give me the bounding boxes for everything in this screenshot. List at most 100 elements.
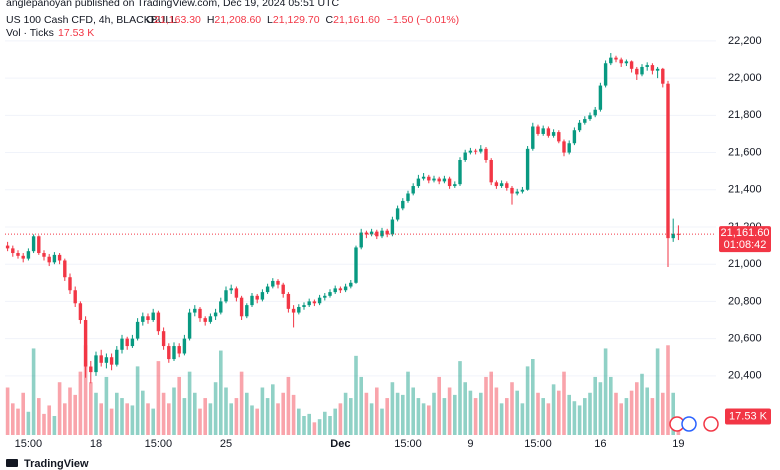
volume-bar [536,392,540,435]
candle-body [307,301,311,306]
candle-body [31,236,36,252]
volume-bar [546,403,551,435]
candle-body [645,65,649,67]
volume-bar [567,394,571,435]
candle-body [187,312,192,339]
candle-body [265,286,270,293]
legend-key: L [267,14,273,26]
candle-body [203,318,207,322]
volume-bar [208,403,213,435]
candle-body [421,176,426,179]
volume-bar [151,408,155,435]
volume-bar [203,398,207,435]
volume-bar [83,345,88,435]
volume-bar [577,405,582,435]
volume-bar [52,416,57,435]
volume-bar [588,392,592,435]
volume-bar [172,387,176,435]
candle-body [650,65,655,71]
candle-body [520,189,525,192]
candle-body [546,128,551,136]
volume-bar [359,376,363,435]
candle-body [676,233,681,235]
volume-bar [312,422,317,435]
volume-bar [598,382,603,435]
volume-bar [47,405,51,435]
x-tick-label: 25 [220,438,232,450]
legend-value: 21,208.60 [214,14,261,26]
volume-bar [255,408,259,435]
candle-body [224,290,228,302]
volume-bar [99,403,103,435]
grid [5,40,716,377]
volume-bar [21,392,25,435]
candle-body [525,148,530,190]
volume-bar [463,382,467,435]
volume-bar [401,394,405,435]
volume-bar [219,350,223,435]
candle-body [141,316,145,322]
candle-body [385,230,389,235]
volume-bar [291,394,296,435]
candle-body [338,288,343,291]
legend-key: C [326,14,334,26]
candle-body [629,61,634,69]
flag-icon [681,416,697,432]
candle-body [245,305,249,317]
volume-bar [31,348,36,435]
volume-bar [130,405,135,435]
volume-bar [406,371,410,435]
volume-bar [395,392,400,435]
candle-body [78,303,83,321]
candle-body [250,295,254,306]
volume-bar [614,392,618,435]
volume-bar [57,382,62,435]
candle-body [286,293,291,309]
candle-body [172,346,176,360]
candle-body [109,357,114,365]
candle-body [369,231,374,235]
volume-bar [442,398,447,435]
volume-bar [655,348,660,435]
candle-body [135,321,140,339]
candle-body [302,305,306,307]
candle-body [63,260,67,278]
volume-value: 17.53 K [58,27,94,39]
x-tick-label: 15:00 [394,438,422,450]
volume-bar [624,398,629,435]
candle-body [255,295,259,300]
volume-bar [505,398,509,435]
volume-bar [5,387,10,435]
candle-body [120,338,124,350]
volume-bar [364,392,369,435]
candle-body [505,183,509,188]
candle-body [468,150,473,153]
volume-bar [234,398,239,435]
volume-bar [427,405,431,435]
candle-body [193,308,197,313]
candle-body [5,245,10,249]
candle-body [359,232,363,248]
candle-body [666,83,670,239]
candle-body [557,132,561,142]
volume-layer [5,345,681,435]
candle-body [167,346,171,360]
candle-body [11,248,15,254]
candle-body [661,68,665,84]
volume-bar [187,371,192,435]
volume-bar [541,398,545,435]
volume-bar [245,392,249,435]
candle-body [271,280,275,287]
volume-bar [11,403,15,435]
logo-text: TradingView [24,458,89,470]
candle-body [16,253,20,256]
candle-body [489,159,493,183]
candle-body [427,176,431,181]
logo-icon [6,459,18,467]
volume-bar [135,366,140,435]
chart-title: US 100 Cash CFD, 4h, BLACKBULL [6,14,177,26]
volume-bar [120,398,124,435]
candle-body [323,295,327,298]
candle-body [73,290,77,304]
candle-body [551,132,556,136]
